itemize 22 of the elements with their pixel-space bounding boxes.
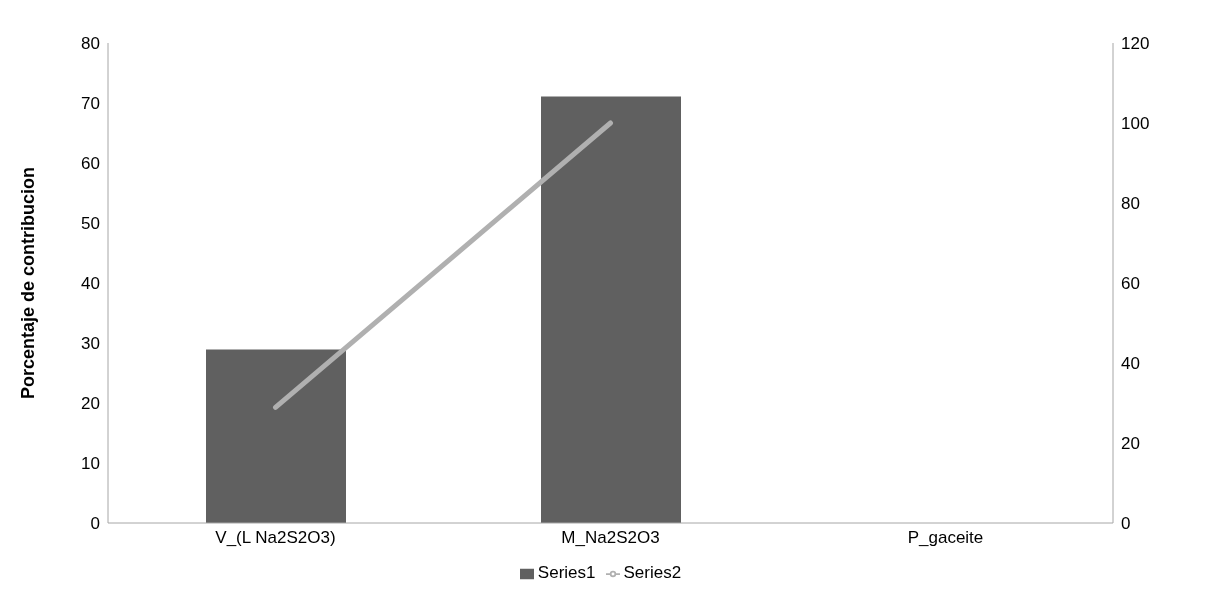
legend-label: Series2 <box>623 563 682 582</box>
y-tick-label: 40 <box>81 274 100 294</box>
x-tick-label: V_(L Na2S2O3) <box>215 528 336 548</box>
y2-tick-label: 0 <box>1121 514 1131 534</box>
y-axis-title: Porcentaje de contribucion <box>18 166 39 400</box>
legend-label: Series1 <box>537 563 596 582</box>
y2-tick-label: 80 <box>1121 194 1140 214</box>
y2-tick-label: 100 <box>1121 114 1150 134</box>
y-tick-label: 20 <box>81 394 100 414</box>
x-tick-label: M_Na2S2O3 <box>561 528 660 548</box>
y-tick-label: 0 <box>90 514 100 534</box>
y-tick-label: 50 <box>81 214 100 234</box>
y-tick-label: 70 <box>81 94 100 114</box>
y-tick-label: 60 <box>81 154 100 174</box>
y2-tick-label: 40 <box>1121 354 1140 374</box>
y2-tick-label: 60 <box>1121 274 1140 294</box>
y-tick-label: 30 <box>81 334 100 354</box>
y-tick-label: 80 <box>81 34 100 54</box>
y-tick-label: 10 <box>81 454 100 474</box>
x-tick-label: P_gaceite <box>907 528 984 548</box>
y2-tick-label: 20 <box>1121 434 1140 454</box>
y2-tick-label: 120 <box>1121 34 1150 54</box>
